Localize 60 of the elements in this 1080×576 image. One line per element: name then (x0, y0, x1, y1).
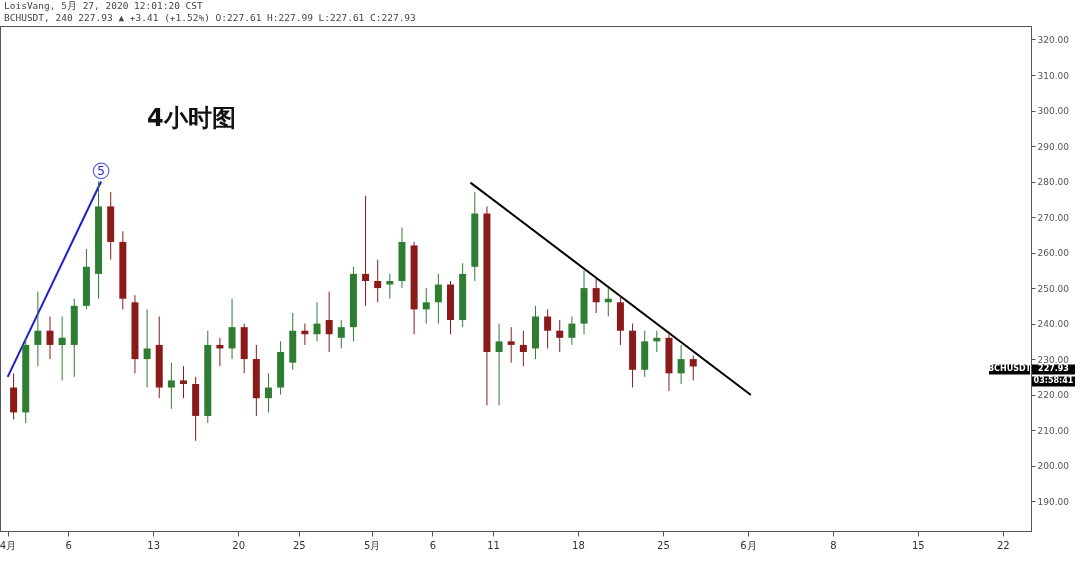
y-tick-label: 250.00 (1037, 283, 1070, 294)
candlestick (337, 319, 345, 349)
candlestick (58, 316, 66, 381)
text: 4小时图 (147, 103, 236, 134)
candlestick (689, 355, 697, 381)
candlestick (434, 273, 442, 325)
y-tick-label: 190.00 (1037, 496, 1070, 507)
y-tick-label: 280.00 (1037, 177, 1070, 188)
x-tick-label: 11 (487, 539, 500, 551)
y-tick-label: 310.00 (1037, 70, 1070, 81)
text: LoisVang, 5月 27, 2020 12:01:20 CST (4, 0, 203, 13)
candlestick (167, 362, 175, 410)
x-tick-label: 20 (232, 539, 245, 551)
candlestick (143, 308, 151, 389)
x-tick-label: 6 (65, 539, 72, 551)
candlestick (422, 287, 430, 325)
y-tick-label: 290.00 (1037, 141, 1070, 152)
candlestick (374, 259, 382, 303)
candlestick (228, 298, 236, 360)
x-tick-label: 25 (657, 539, 670, 551)
x-tick-label: 5月 (363, 539, 381, 551)
y-tick-label: 270.00 (1037, 212, 1070, 223)
candlestick (568, 316, 576, 346)
candlestick (34, 291, 42, 367)
x-tick-label: 6月 (740, 539, 757, 551)
y-tick-label: 300.00 (1037, 106, 1070, 117)
candlestick (556, 319, 564, 353)
candlestick (313, 301, 321, 342)
candlestick (180, 365, 188, 399)
y-tick-label: 220.00 (1037, 390, 1070, 401)
candlestick (677, 344, 685, 385)
x-tick-label: 25 (292, 539, 306, 551)
y-tick-label: 320.00 (1037, 35, 1070, 45)
candlestick (46, 316, 54, 360)
candlestick (592, 276, 600, 314)
x-tick-label: 15 (911, 539, 925, 551)
text: 227.93 (1038, 364, 1069, 374)
x-tick-label: 6 (429, 539, 436, 551)
text: BCHUSDT, 240 227.93 ▲ +3.41 (+1.52%) O:227.61 H:227.99 L:227.61 C:227.93 (4, 12, 416, 23)
x-tick-label: 22 (996, 539, 1010, 551)
candlestick (507, 326, 515, 364)
y-tick-label: 200.00 (1037, 461, 1070, 472)
x-tick-label: 18 (572, 539, 585, 551)
annotation: BCHUSDT (987, 364, 1032, 374)
candlestick (386, 273, 394, 300)
y-tick-label: 260.00 (1037, 248, 1070, 259)
candlestick (519, 330, 527, 367)
candlestick (544, 308, 552, 349)
text: 03:58:41 (1033, 376, 1074, 386)
x-tick-label: 13 (147, 539, 161, 551)
y-tick-label: 210.00 (1037, 425, 1070, 436)
annotation: 5 (97, 163, 105, 178)
y-tick-label: 240.00 (1037, 319, 1070, 330)
x-tick-label: 8 (830, 539, 837, 551)
candlestick (264, 372, 272, 413)
candlestick (325, 291, 333, 353)
candlestick (362, 195, 370, 307)
x-tick-label: 4月 (0, 539, 17, 551)
y-tick-label: 230.00 (1037, 354, 1070, 365)
candlestick (495, 323, 503, 406)
